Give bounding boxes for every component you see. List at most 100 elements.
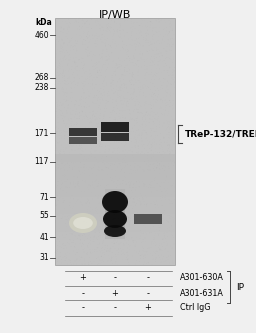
Point — [84, 250, 89, 256]
Point — [106, 99, 110, 105]
Point — [102, 157, 106, 162]
Point — [102, 64, 106, 69]
Point — [125, 174, 129, 179]
Point — [132, 215, 136, 221]
Point — [161, 216, 165, 221]
Point — [162, 233, 166, 238]
Point — [129, 247, 133, 252]
Point — [154, 112, 158, 117]
Point — [123, 65, 127, 70]
Point — [159, 182, 163, 187]
Point — [172, 47, 176, 52]
Point — [128, 57, 132, 63]
Point — [170, 201, 174, 206]
Point — [94, 41, 98, 46]
Point — [111, 97, 115, 102]
Point — [132, 174, 136, 179]
Point — [131, 185, 135, 190]
Point — [136, 107, 140, 112]
Point — [68, 177, 72, 182]
Point — [125, 143, 129, 148]
Point — [113, 72, 117, 77]
Point — [79, 104, 83, 110]
Point — [131, 117, 135, 122]
Point — [71, 126, 76, 132]
Point — [98, 60, 102, 65]
Point — [75, 185, 79, 190]
Point — [145, 86, 149, 91]
Point — [106, 23, 110, 29]
Point — [74, 150, 78, 155]
Point — [144, 28, 148, 33]
Point — [58, 191, 62, 196]
Point — [136, 64, 141, 69]
Point — [137, 87, 141, 93]
Point — [142, 168, 146, 174]
Point — [137, 216, 141, 222]
Point — [104, 219, 108, 224]
Point — [153, 188, 157, 194]
Point — [151, 218, 155, 224]
Point — [153, 155, 157, 161]
Point — [88, 74, 92, 79]
Point — [160, 59, 164, 64]
Point — [54, 55, 58, 60]
Point — [135, 144, 140, 149]
Point — [134, 156, 138, 162]
Point — [62, 68, 66, 73]
Point — [84, 165, 89, 170]
Point — [61, 241, 65, 247]
Point — [89, 25, 93, 30]
Point — [102, 250, 106, 255]
Point — [148, 19, 152, 24]
Point — [160, 159, 164, 165]
Point — [172, 118, 176, 123]
Point — [59, 147, 63, 152]
Point — [107, 29, 111, 35]
Point — [76, 71, 80, 77]
Point — [98, 261, 102, 266]
Point — [140, 231, 144, 236]
Point — [127, 214, 131, 219]
Point — [80, 127, 84, 132]
Point — [142, 216, 146, 221]
Point — [170, 17, 174, 22]
Point — [149, 106, 153, 111]
Point — [162, 135, 166, 140]
Point — [97, 240, 101, 245]
Point — [156, 116, 160, 121]
Point — [145, 184, 149, 189]
Point — [56, 242, 60, 248]
Point — [154, 188, 158, 193]
Point — [95, 246, 100, 252]
Point — [67, 165, 71, 170]
Point — [160, 159, 164, 164]
Point — [62, 243, 66, 248]
Point — [60, 37, 64, 43]
Point — [88, 247, 92, 252]
Point — [89, 249, 93, 255]
Point — [148, 48, 152, 53]
Point — [141, 143, 145, 149]
Point — [108, 201, 112, 207]
Point — [114, 185, 119, 190]
Point — [141, 132, 145, 138]
Point — [90, 246, 94, 252]
Bar — [105, 189, 125, 195]
Point — [95, 38, 100, 43]
Point — [89, 37, 93, 42]
Point — [98, 53, 102, 58]
Point — [90, 109, 94, 114]
Point — [155, 220, 159, 225]
Point — [138, 80, 142, 86]
Point — [114, 123, 118, 128]
Point — [58, 30, 62, 35]
Point — [59, 25, 63, 31]
Point — [57, 169, 61, 174]
Point — [169, 98, 173, 103]
Point — [169, 160, 174, 166]
Point — [127, 215, 131, 220]
Point — [155, 133, 159, 138]
Point — [84, 176, 88, 182]
Point — [156, 160, 160, 166]
